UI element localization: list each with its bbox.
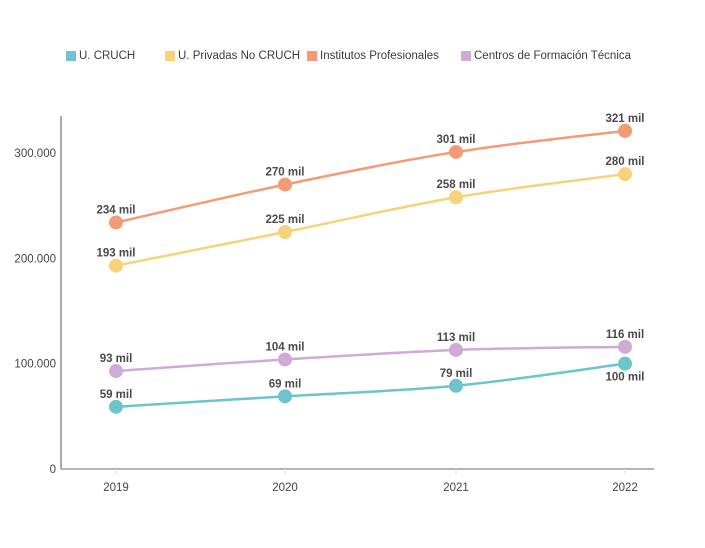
x-tick-label: 2019: [103, 482, 129, 494]
data-label: 321 mil: [606, 113, 645, 125]
data-point: [449, 190, 463, 205]
legend-item-cft[interactable]: Centros de Formación Técnica: [461, 50, 631, 62]
data-point: [109, 215, 123, 230]
y-tick-label: 300.000: [14, 148, 56, 160]
data-point: [449, 342, 463, 357]
data-label: 280 mil: [606, 156, 645, 168]
series-line-1: [115, 172, 626, 267]
data-point: [278, 352, 292, 367]
legend-label: Centros de Formación Técnica: [474, 50, 632, 62]
data-point: [449, 144, 463, 159]
y-tick-label: 200.000: [14, 253, 56, 265]
data-point: [278, 389, 292, 404]
data-label: 116 mil: [606, 329, 644, 341]
data-point: [449, 378, 463, 393]
series-line-3: [115, 345, 626, 373]
legend-swatch: [307, 51, 317, 61]
y-tick-label: 0: [50, 464, 56, 476]
data-point: [278, 177, 292, 192]
data-label: 113 mil: [437, 332, 475, 344]
legend-label: Institutos Profesionales: [320, 50, 439, 62]
data-label: 234 mil: [97, 205, 136, 217]
x-tick-label: 2020: [272, 482, 298, 494]
legend-item-u-privadas[interactable]: U. Privadas No CRUCH: [165, 50, 300, 62]
data-label: 59 mil: [100, 389, 133, 401]
data-point: [618, 339, 632, 354]
data-point: [618, 123, 632, 138]
data-point: [618, 356, 632, 371]
data-label: 79 mil: [440, 368, 473, 380]
series-line-0: [115, 362, 626, 409]
legend-item-u-cruch[interactable]: U. CRUCH: [66, 50, 135, 62]
data-label: 270 mil: [266, 167, 305, 179]
data-label: 193 mil: [97, 248, 136, 260]
data-point: [618, 167, 632, 182]
legend-item-institutos[interactable]: Institutos Profesionales: [307, 50, 439, 62]
x-tick-label: 2021: [443, 482, 469, 494]
data-label: 100 mil: [606, 372, 645, 384]
data-label: 69 mil: [269, 378, 302, 390]
legend-label: U. Privadas No CRUCH: [178, 50, 301, 62]
x-tick-label: 2022: [612, 482, 638, 494]
data-label: 258 mil: [437, 179, 476, 191]
data-point: [109, 364, 123, 379]
data-point: [278, 225, 292, 239]
data-label: 301 mil: [437, 134, 476, 146]
data-label: 93 mil: [100, 353, 133, 365]
legend-label: U. CRUCH: [79, 50, 136, 62]
data-label: 104 mil: [266, 341, 305, 353]
legend-swatch: [165, 51, 175, 61]
data-point: [109, 258, 123, 273]
legend-swatch: [66, 51, 76, 61]
data-point: [109, 399, 123, 414]
legend-swatch: [461, 51, 471, 61]
y-tick-label: 100.000: [14, 359, 56, 371]
series-line-2: [115, 129, 626, 224]
data-label: 225 mil: [266, 214, 305, 226]
